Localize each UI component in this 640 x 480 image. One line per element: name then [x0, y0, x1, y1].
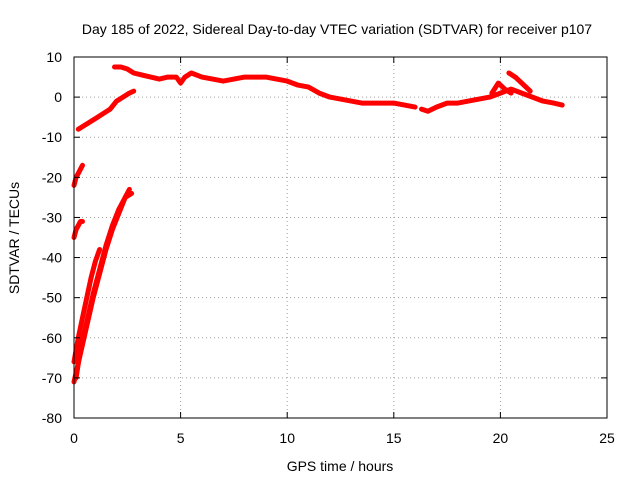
y-tick-label: -20	[42, 169, 62, 185]
series-line-arc-5	[73, 190, 135, 381]
y-tick-label: -70	[42, 370, 62, 386]
y-tick-labels: -80 -70 -60 -50 -40 -30 -20 -10 0 10	[42, 49, 62, 426]
y-tick-label: -80	[42, 410, 62, 426]
series-line-arc-9	[489, 80, 514, 96]
y-axis-label: SDTVAR / TECUs	[6, 182, 22, 294]
y-tick-label: 10	[46, 49, 62, 65]
x-tick-label: 10	[279, 430, 295, 446]
x-tick-labels: 0 5 10 15 20 25	[70, 430, 615, 446]
y-tick-label: -50	[42, 290, 62, 306]
plot-area	[71, 64, 565, 385]
y-tick-label: -30	[42, 209, 62, 225]
series-line-arc-1	[71, 219, 85, 240]
chart-title: Day 185 of 2022, Sidereal Day-to-day VTE…	[82, 21, 592, 37]
axis-ticks	[73, 56, 608, 419]
x-tick-label: 20	[493, 430, 509, 446]
x-tick-label: 0	[70, 430, 78, 446]
series-line-arc-2	[71, 162, 85, 188]
series-line-arc-6	[75, 88, 137, 132]
x-tick-label: 5	[177, 430, 185, 446]
series-line-arc-7	[112, 64, 418, 110]
y-tick-label: 0	[54, 89, 62, 105]
x-axis-label: GPS time / hours	[287, 458, 394, 474]
series-line-arc-3	[71, 247, 103, 365]
gridlines	[74, 57, 607, 418]
y-tick-label: -10	[42, 129, 62, 145]
x-tick-label: 15	[386, 430, 402, 446]
series-line-arc-8	[419, 86, 565, 114]
y-tick-label: -60	[42, 330, 62, 346]
y-tick-label: -40	[42, 250, 62, 266]
x-tick-label: 25	[599, 430, 615, 446]
plot-border	[73, 56, 608, 419]
series-line-arc-10	[506, 70, 533, 94]
